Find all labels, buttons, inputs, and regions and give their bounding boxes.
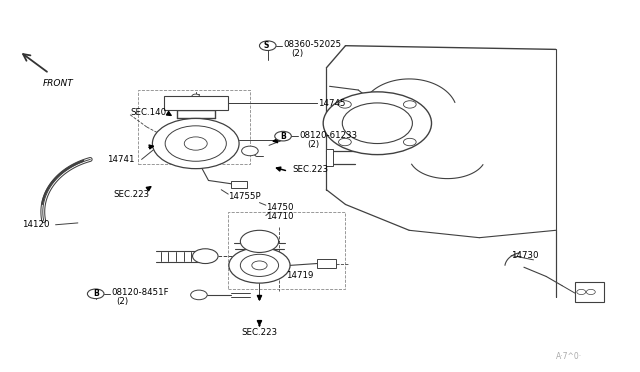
Bar — [575, 282, 604, 302]
Circle shape — [586, 289, 595, 295]
Circle shape — [252, 261, 267, 270]
Circle shape — [403, 101, 416, 108]
Circle shape — [339, 101, 351, 108]
Text: 14750: 14750 — [266, 202, 294, 212]
Circle shape — [193, 249, 218, 263]
Text: SEC.140: SEC.140 — [130, 108, 166, 117]
Text: SEC.223: SEC.223 — [292, 165, 328, 174]
Text: (2): (2) — [116, 297, 128, 306]
Circle shape — [242, 146, 258, 156]
Circle shape — [88, 289, 104, 299]
Circle shape — [241, 230, 278, 253]
Circle shape — [189, 96, 202, 103]
Text: B: B — [280, 132, 286, 141]
Circle shape — [339, 138, 351, 146]
Text: 08120-61233: 08120-61233 — [300, 131, 358, 140]
Text: 14755P: 14755P — [228, 192, 260, 201]
Text: 08360-52025: 08360-52025 — [284, 40, 342, 49]
Circle shape — [241, 254, 278, 276]
Bar — [317, 259, 336, 268]
Circle shape — [342, 103, 412, 144]
Circle shape — [323, 92, 431, 155]
Circle shape — [152, 118, 239, 169]
Circle shape — [191, 290, 207, 300]
Text: 14710: 14710 — [266, 212, 294, 221]
Text: (2): (2) — [307, 140, 319, 149]
Bar — [138, 90, 250, 164]
Circle shape — [403, 138, 416, 146]
Text: 08120-8451F: 08120-8451F — [111, 288, 169, 297]
Text: 14719: 14719 — [285, 271, 313, 280]
Text: SEC.223: SEC.223 — [241, 328, 277, 337]
Text: 14730: 14730 — [511, 251, 539, 260]
Circle shape — [184, 137, 207, 150]
Circle shape — [192, 94, 200, 99]
Bar — [231, 181, 246, 188]
Text: FRONT: FRONT — [43, 79, 74, 88]
Text: 14120: 14120 — [22, 220, 50, 229]
Text: 14745: 14745 — [318, 99, 346, 108]
Text: B: B — [93, 289, 99, 298]
Circle shape — [275, 131, 291, 141]
Bar — [326, 149, 333, 166]
Circle shape — [229, 248, 290, 283]
Circle shape — [259, 41, 276, 51]
Circle shape — [165, 126, 227, 161]
Text: SEC.223: SEC.223 — [113, 190, 149, 199]
Text: S: S — [263, 41, 269, 50]
Bar — [164, 96, 228, 110]
Text: (2): (2) — [291, 49, 303, 58]
Text: 14741: 14741 — [106, 155, 134, 164]
Circle shape — [577, 289, 586, 295]
Text: A·7^0·: A·7^0· — [556, 352, 582, 361]
Bar — [228, 212, 346, 289]
